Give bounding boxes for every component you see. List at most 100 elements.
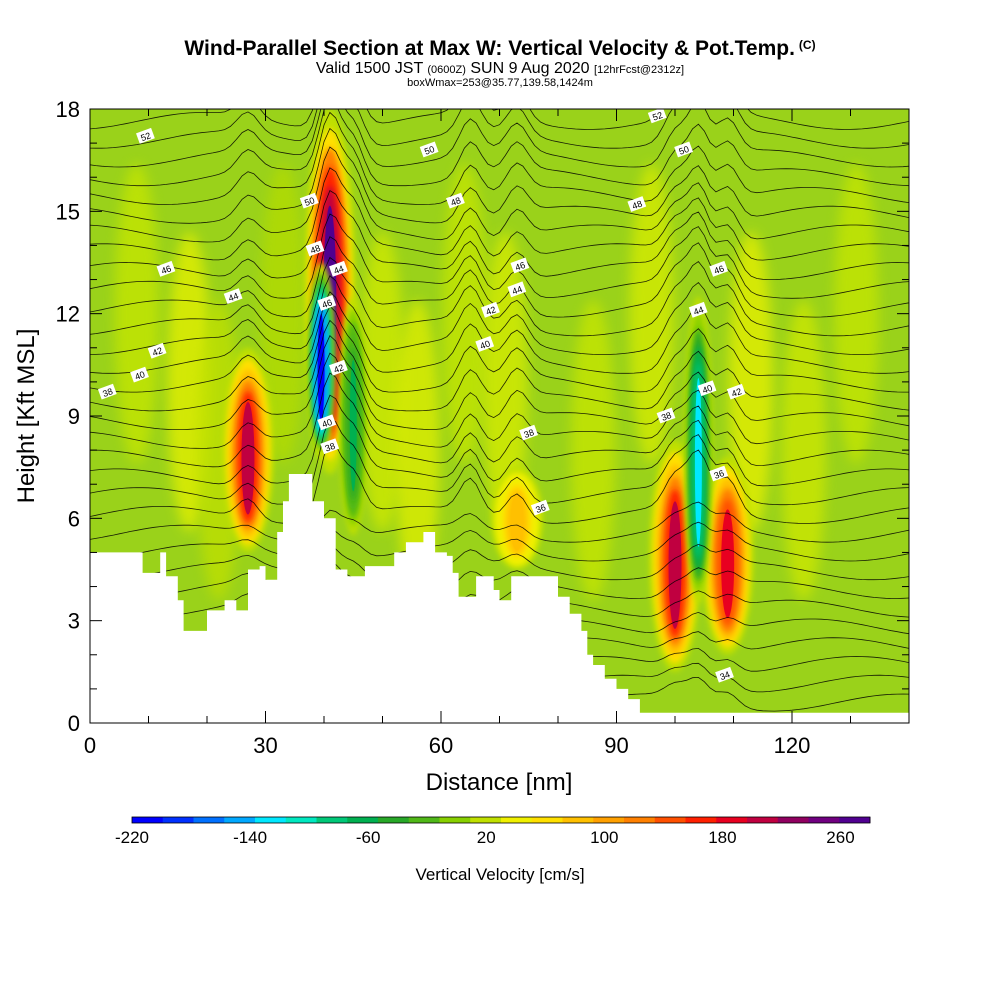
y-tick-label: 18 <box>56 97 80 122</box>
contour-label-bg <box>627 196 647 212</box>
x-tick-label: 0 <box>84 733 96 758</box>
theta-contour-label: 50 <box>419 141 439 158</box>
theta-contour-label: 40 <box>130 366 149 383</box>
contour-label-text: 44 <box>511 284 524 297</box>
contour-label-text: 36 <box>534 502 547 515</box>
theta-contour-line <box>90 275 909 355</box>
contour-label-text: 48 <box>449 195 462 208</box>
theta-contour-label: 44 <box>223 288 243 305</box>
theta-contour-label: 46 <box>510 257 530 274</box>
velocity-band <box>781 300 826 601</box>
colorbar-swatch <box>808 817 840 823</box>
updraft-cell <box>241 402 255 515</box>
theta-contour-line <box>90 109 909 168</box>
theta-contour-line <box>90 543 909 581</box>
colorbar-swatch <box>193 817 225 823</box>
velocity-band <box>395 300 440 601</box>
terrain-mask <box>90 474 909 723</box>
theta-contour-label: 50 <box>674 141 694 158</box>
theta-contour-label: 48 <box>627 196 647 212</box>
valid-time: Valid 1500 JST <box>315 60 423 77</box>
contour-label-bg <box>674 141 694 158</box>
theta-contour-label: 40 <box>317 414 337 431</box>
velocity-band <box>114 163 159 464</box>
theta-contour-line <box>90 127 909 224</box>
contour-label-bg <box>530 499 550 516</box>
theta-contour-line <box>90 213 909 299</box>
x-axis-title: Distance [nm] <box>426 769 573 796</box>
contour-label-bg <box>709 465 729 482</box>
contour-label-bg <box>715 666 734 683</box>
box-wmax-info: boxWmax=253@35.77,139.58,1424m <box>407 77 593 89</box>
colorbar-swatch <box>347 817 379 823</box>
colorbar-swatch <box>470 817 502 823</box>
theta-contour-label: 52 <box>647 109 667 124</box>
theta-contour-label: 36 <box>709 465 729 482</box>
theta-contour-label: 44 <box>688 301 708 318</box>
theta-contour-label: 52 <box>136 127 155 144</box>
contour-label-bg <box>647 109 667 124</box>
colorbar-swatch <box>839 817 871 823</box>
theta-contour-label: 44 <box>507 281 527 298</box>
y-tick-label: 12 <box>56 302 80 327</box>
updraft-cell <box>668 501 682 629</box>
velocity-band <box>360 231 405 532</box>
colorbar-swatch <box>439 817 471 823</box>
theta-contour-labels: 52 50 48 46 44 44 46 42 40 38 42 40 38 50 48 46 44 42 40 38… <box>97 109 746 683</box>
contour-label-text: 48 <box>631 199 644 212</box>
contour-label-text: 44 <box>332 263 345 276</box>
colorbar-swatch <box>654 817 686 823</box>
theta-contour-line <box>90 190 909 280</box>
theta-contour-label: 50 <box>299 192 319 209</box>
x-tick-label: 90 <box>604 733 628 758</box>
theta-contour-line <box>90 236 909 318</box>
contour-label-text: 42 <box>332 362 345 375</box>
colorbar-swatch <box>255 817 287 823</box>
x-tick-label: 30 <box>253 733 277 758</box>
theta-contour-label: 42 <box>481 301 500 318</box>
colorbar <box>131 816 871 824</box>
updraft-cell <box>721 509 735 619</box>
x-tick-label: 120 <box>774 733 811 758</box>
theta-contour-line <box>90 109 909 149</box>
y-tick-label: 0 <box>68 711 80 736</box>
colorbar-label: 180 <box>708 828 736 847</box>
theta-contour-line <box>90 394 909 487</box>
contour-label-text: 44 <box>692 304 705 317</box>
contour-label-bg <box>299 192 319 209</box>
contour-label-text: 48 <box>309 243 322 256</box>
plot-area: 52 50 48 46 44 44 46 42 40 38 42 40 38 50 48 46 44 42 40 38… <box>90 109 909 723</box>
theta-contour-label: 40 <box>697 380 717 397</box>
theta-contour-line <box>90 109 909 187</box>
theta-contour-line <box>90 372 909 468</box>
theta-contour-label: 46 <box>709 260 729 277</box>
chart-subtitle: Valid 1500 JST (0600Z) SUN 9 Aug 2020 [1… <box>0 60 1000 78</box>
theta-contour-label: 42 <box>726 383 746 400</box>
theta-contour-line <box>90 417 909 506</box>
x-tick-labels: 0 30 60 90 120 <box>84 733 810 758</box>
contour-label-text: 36 <box>713 468 726 481</box>
y-tick-label: 6 <box>68 506 80 531</box>
contour-label-text: 46 <box>514 260 527 273</box>
theta-contour-label: 46 <box>317 295 337 311</box>
contour-label-bg <box>329 359 348 376</box>
contour-label-bg <box>329 260 348 277</box>
contour-label-bg <box>446 192 465 209</box>
y-tick-label: 3 <box>68 609 80 634</box>
x-tick-label: 60 <box>429 733 453 758</box>
axis-ticks <box>89 108 910 724</box>
theta-contour-line <box>90 291 909 374</box>
colorbar-label: 20 <box>477 828 496 847</box>
y-tick-labels: 0 3 6 9 12 15 18 <box>56 97 80 736</box>
contour-label-bg <box>130 366 149 383</box>
theta-contour-line <box>90 561 909 599</box>
colorbar-swatch <box>501 817 533 823</box>
colorbar-swatch <box>685 817 717 823</box>
contour-label-text: 52 <box>651 110 664 123</box>
contour-label-text: 40 <box>133 369 146 382</box>
colorbar-title: Vertical Velocity [cm/s] <box>415 865 584 884</box>
contour-label-text: 40 <box>321 417 334 430</box>
colorbar-label: -60 <box>356 828 381 847</box>
forecast-info: [12hrFcst@2312z] <box>594 64 685 76</box>
contour-label-text: 50 <box>423 144 436 157</box>
